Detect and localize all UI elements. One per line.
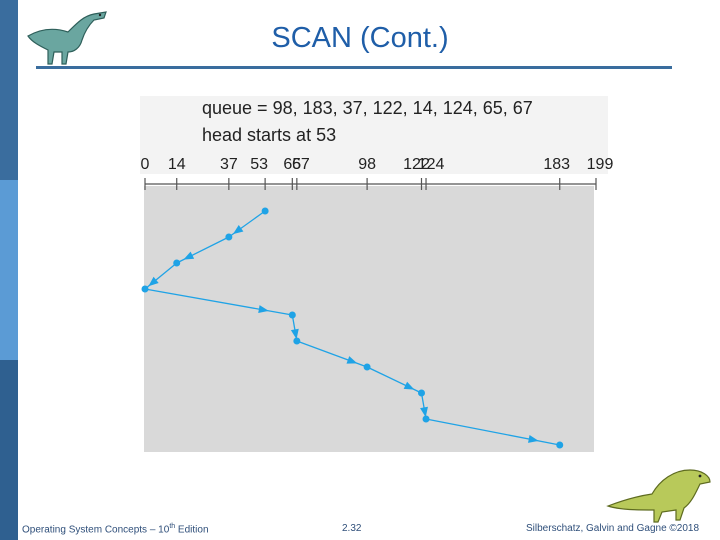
path-arrowhead	[420, 406, 428, 418]
request-point	[422, 415, 430, 423]
queue-text: queue = 98, 183, 37, 122, 14, 124, 65, 6…	[202, 98, 533, 118]
dinosaur-logo-icon	[27, 11, 107, 65]
request-point	[261, 207, 269, 215]
path-arrowhead	[528, 435, 539, 443]
path-arrowhead	[232, 224, 244, 235]
request-point	[225, 233, 233, 241]
plot-panel	[144, 186, 594, 452]
axis-tick-label: 67	[292, 156, 310, 173]
axis-tick-label: 14	[168, 156, 186, 173]
footer-page-number: 2.32	[342, 523, 362, 534]
footer-right: Silberschatz, Galvin and Gagne ©2018	[526, 523, 700, 534]
path-arrowhead	[346, 356, 358, 364]
request-point	[293, 337, 301, 345]
axis-tick-label: 183	[543, 156, 570, 173]
path-arrowhead	[148, 276, 159, 287]
axis-tick-label: 122	[403, 156, 430, 173]
path-arrowhead	[290, 328, 299, 340]
side-bar-top	[0, 0, 18, 180]
path-arrowhead	[258, 305, 269, 314]
footer-left: Operating System Concepts – 10th Edition	[22, 523, 209, 536]
axis-tick-label: 98	[358, 156, 376, 173]
request-point	[173, 259, 181, 267]
axis-tick-label: 53	[250, 156, 268, 173]
path-arrowhead	[183, 251, 195, 260]
slide-title: SCAN (Cont.)	[271, 22, 449, 54]
axis-tick-label: 0	[141, 156, 150, 173]
request-point	[141, 285, 149, 293]
axis-tick-label: 124	[418, 156, 445, 173]
title-rule	[36, 66, 672, 69]
axis-tick-label: 65	[283, 156, 301, 173]
side-bar-bottom	[0, 360, 18, 540]
dinosaur-logo-icon	[606, 469, 711, 523]
head-start-text: head starts at 53	[202, 125, 337, 145]
request-point	[363, 363, 371, 371]
request-point	[417, 389, 425, 397]
request-point	[556, 441, 564, 449]
path-arrowhead	[403, 381, 415, 390]
axis-tick-label: 199	[587, 156, 614, 173]
axis-tick-label: 37	[220, 156, 238, 173]
text-panel	[140, 96, 608, 174]
request-point	[288, 311, 296, 319]
side-bar-middle	[0, 180, 18, 360]
